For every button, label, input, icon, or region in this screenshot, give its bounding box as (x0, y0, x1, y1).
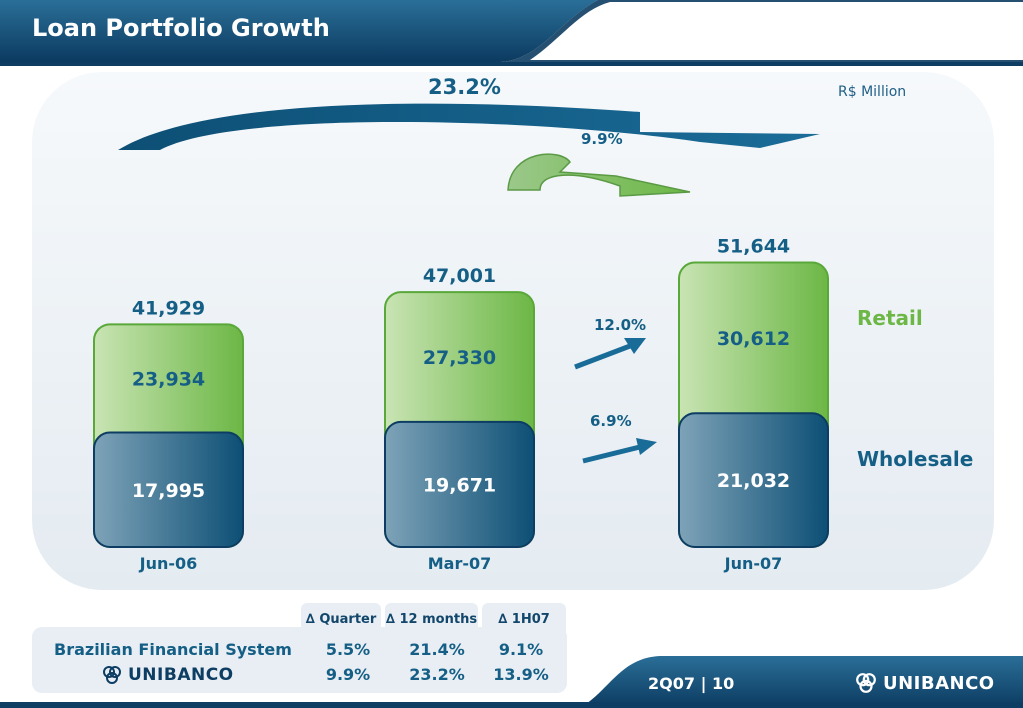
retail-growth-label: 12.0% (594, 316, 647, 334)
table-cell: 5.5% (325, 640, 371, 659)
wholesale-value-label: 21,032 (717, 470, 790, 492)
bar-wholesale (678, 412, 829, 548)
quarter-growth-label: 9.9% (581, 130, 623, 148)
wholesale-growth-arrow (582, 438, 657, 464)
bar-wholesale (93, 431, 244, 548)
total-value-label: 51,644 (717, 236, 790, 258)
title-bar (0, 0, 1023, 68)
retail-growth-arrow (574, 338, 646, 370)
wholesale-growth-label: 6.9% (590, 412, 632, 430)
table-cell: 23.2% (409, 665, 465, 684)
unibanco-logo-icon (856, 673, 876, 693)
wholesale-value-label: 17,995 (132, 480, 205, 502)
total-value-label: 41,929 (132, 297, 205, 319)
wholesale-value-label: 19,671 (423, 474, 496, 496)
quarter-growth-arrow (507, 153, 691, 197)
unit-label: R$ Million (838, 84, 907, 100)
legend-retail: Retail (857, 306, 923, 330)
table-cell: 21.4% (409, 640, 465, 659)
retail-value-label: 27,330 (423, 347, 496, 369)
table-cell: 13.9% (493, 665, 549, 684)
yoy-growth-arrow (118, 103, 820, 150)
row-label-unibanco: UNIBANCO (102, 665, 234, 685)
retail-value-label: 30,612 (717, 328, 790, 350)
table-cell: 9.1% (498, 640, 544, 659)
page-number: 2Q07 | 10 (648, 674, 735, 693)
row-label-brazilian-financial-system: Brazilian Financial System (54, 640, 292, 659)
table-cell: 9.9% (325, 665, 371, 684)
legend-wholesale: Wholesale (857, 447, 974, 471)
page-title: Loan Portfolio Growth (32, 14, 330, 42)
category-label: Jun-07 (724, 554, 783, 573)
yoy-growth-label: 23.2% (428, 75, 501, 99)
unibanco-logo-icon (103, 666, 121, 684)
footer-brand-text: UNIBANCO (883, 672, 995, 694)
retail-value-label: 23,934 (132, 368, 205, 390)
table-body (32, 627, 567, 693)
category-label: Jun-06 (139, 554, 198, 573)
footer-bar (0, 656, 1023, 708)
footer-brand: UNIBANCO (855, 672, 995, 694)
bar-wholesale (384, 420, 535, 548)
category-label: Mar-07 (428, 554, 492, 573)
total-value-label: 47,001 (423, 265, 496, 287)
